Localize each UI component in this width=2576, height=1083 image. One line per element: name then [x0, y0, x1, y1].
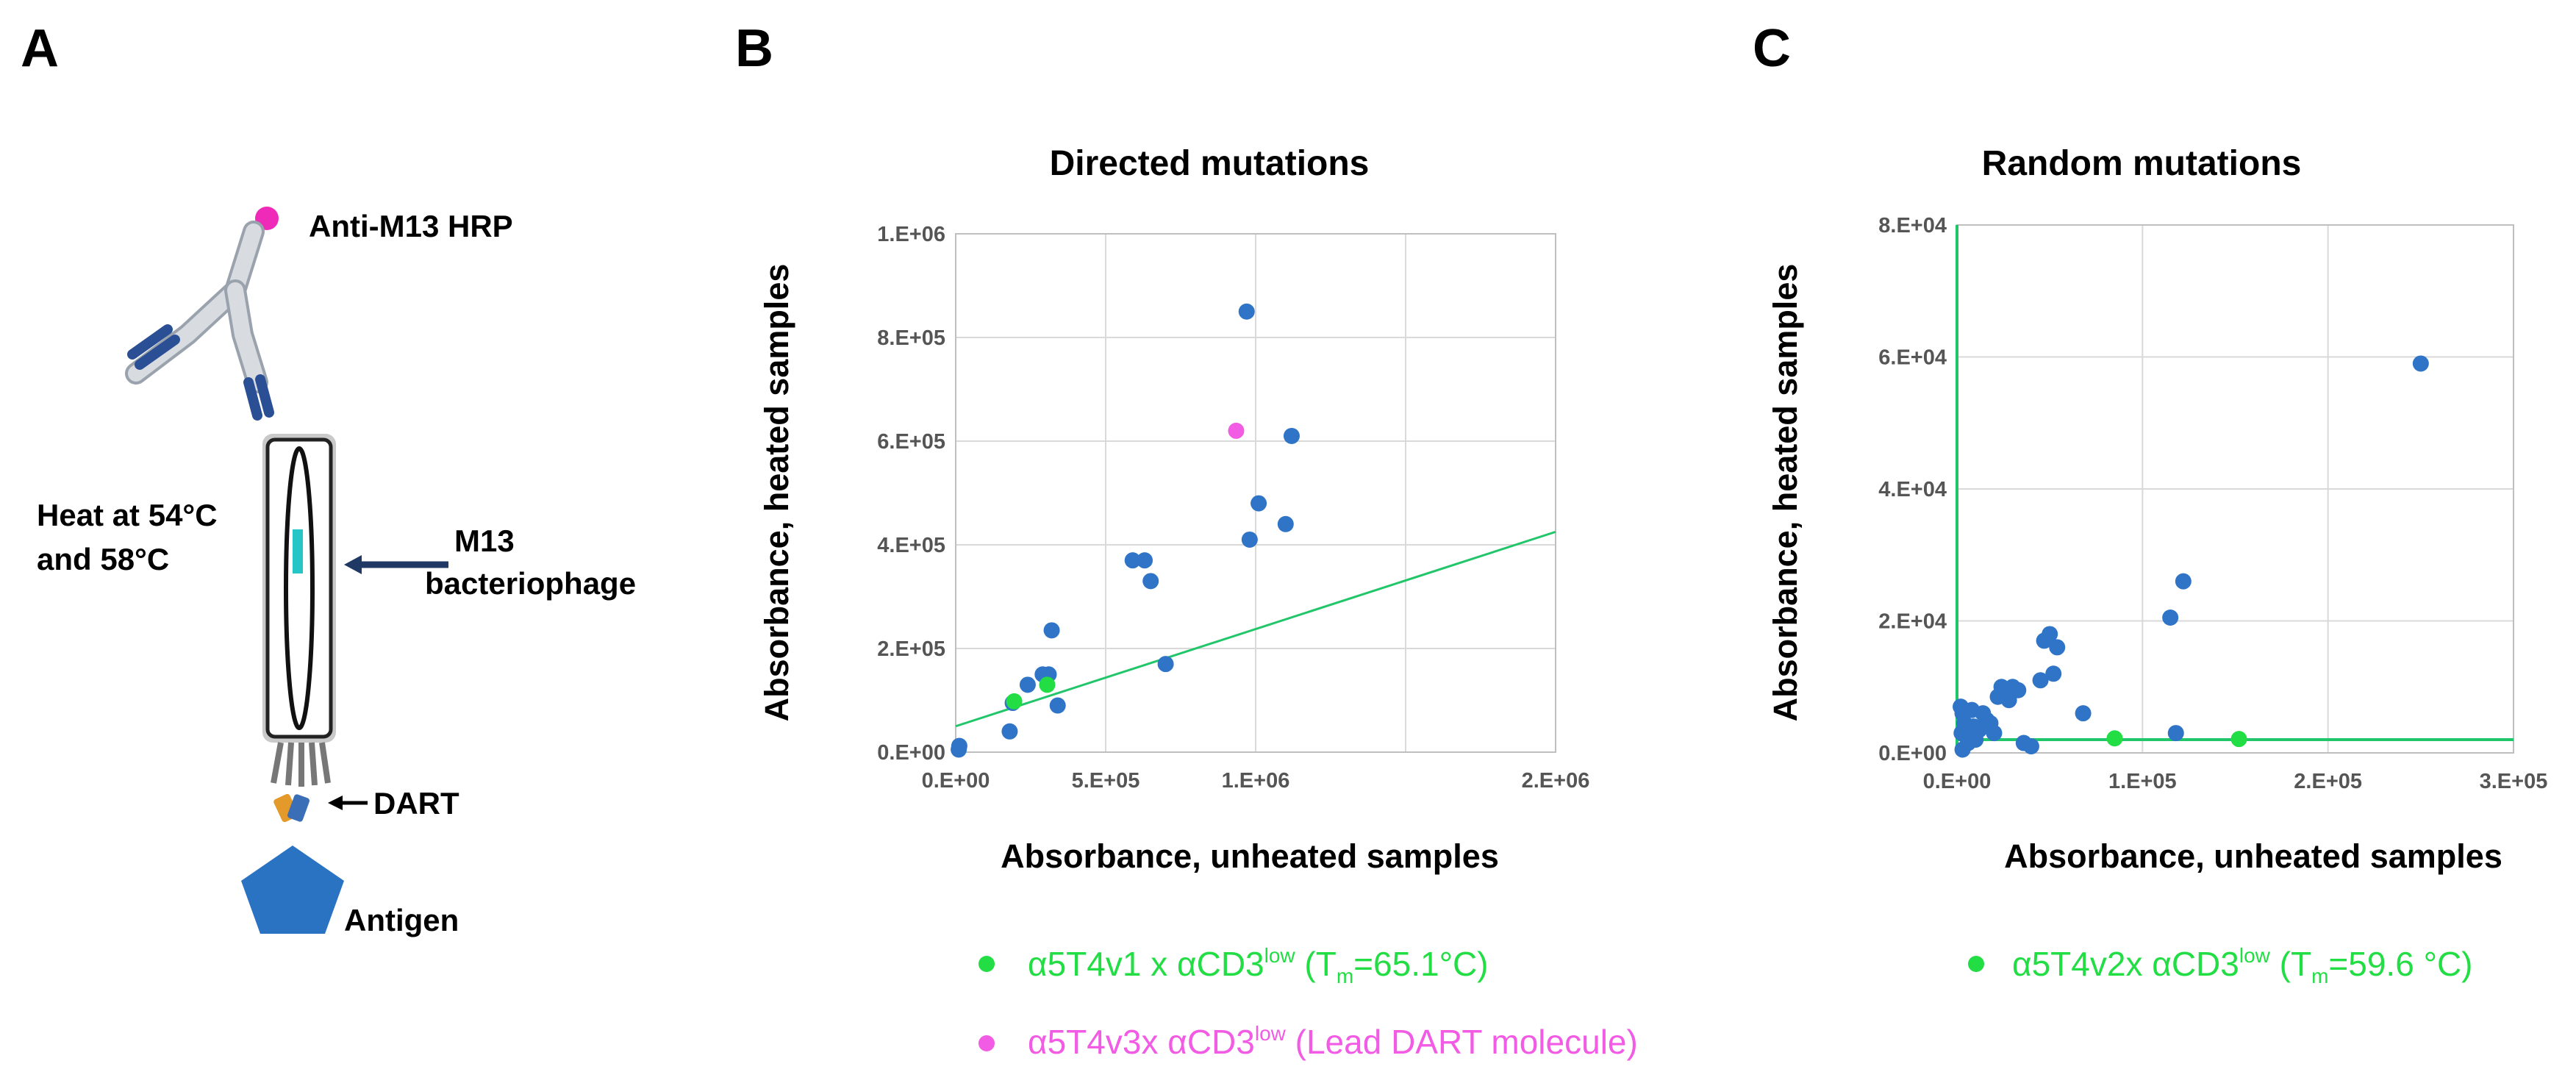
data-point-point	[2010, 682, 2027, 698]
antigen-pentagon-icon	[241, 846, 344, 934]
data-point-point	[1277, 515, 1294, 532]
x-tick-label: 2.E+06	[1522, 769, 1590, 793]
data-point-magenta	[1228, 422, 1245, 439]
y-tick-label: 2.E+04	[1878, 610, 1947, 634]
data-point-point	[2075, 705, 2092, 722]
phage-diagram: Anti-M13 HRP Heat at 54°C and 58°C	[37, 207, 636, 937]
chart-title: Directed mutations	[1050, 144, 1370, 183]
arrow-left-icon	[328, 796, 368, 810]
data-point-green	[1039, 676, 1056, 693]
trendline	[955, 530, 1556, 728]
data-point-point	[1019, 676, 1036, 693]
y-tick-label: 6.E+05	[877, 430, 945, 454]
heat-label-line1: Heat at 54°C	[37, 498, 218, 532]
data-point-point	[2162, 610, 2179, 626]
y-tick-label: 0.E+00	[877, 741, 945, 765]
phage-label-line2: bacteriophage	[425, 566, 636, 601]
data-point-point	[951, 737, 967, 754]
data-point-point	[2175, 573, 2192, 590]
x-axis-label: Absorbance, unheated samples	[2004, 837, 2502, 875]
y-tick-label: 4.E+05	[877, 534, 945, 557]
y-tick-label: 8.E+04	[1878, 214, 1947, 237]
chart-random-mutations: Random mutations 0.E+00 2.E+04 4.E+04 6.E+0…	[1767, 144, 2547, 987]
y-axis-ticks: 0.E+00 2.E+04 4.E+04 6.E+04 8.E+04	[1878, 214, 1947, 765]
y-axis-label: Absorbance, heated samples	[1767, 264, 1804, 722]
legend-marker-green	[1968, 956, 1984, 972]
legend-marker-green	[978, 956, 995, 972]
data-point-point	[1157, 656, 1174, 673]
x-tick-label: 0.E+00	[1923, 770, 1992, 793]
panel-label-a: A	[21, 19, 59, 78]
data-point-point	[1049, 697, 1066, 714]
legend: α5T4v2x αCD3low (Tm=59.6 °C)	[1968, 944, 2473, 987]
data-point-point	[2049, 639, 2066, 656]
phage-label-line1: M13	[454, 523, 515, 558]
data-point-point	[1043, 622, 1060, 639]
x-tick-label: 5.E+05	[1072, 769, 1140, 793]
data-point-point	[1283, 427, 1300, 444]
antibody-icon	[125, 221, 274, 421]
x-tick-label: 1.E+05	[2108, 770, 2177, 793]
data-point-point	[1954, 741, 1971, 758]
x-axis-ticks: 0.E+00 1.E+05 2.E+05 3.E+05	[1923, 770, 2548, 793]
x-axis-ticks: 0.E+00 5.E+05 1.E+06 2.E+06	[922, 769, 1590, 793]
legend-label: α5T4v1 x αCD3low (Tm=65.1°C)	[1028, 944, 1489, 987]
data-points	[951, 303, 1300, 758]
data-point-green	[2106, 730, 2123, 747]
legend-label: α5T4v3x αCD3low (Lead DART molecule)	[1028, 1022, 1638, 1061]
data-point-point	[2045, 665, 2062, 682]
legend-item: α5T4v2x αCD3low (Tm=59.6 °C)	[1968, 944, 2473, 987]
legend-item: α5T4v1 x αCD3low (Tm=65.1°C)	[978, 944, 1489, 987]
x-tick-label: 0.E+00	[922, 769, 990, 793]
data-point-point	[2042, 626, 2058, 643]
data-point-green	[1006, 693, 1023, 710]
chart-directed-mutations: Directed mutations 0.E+00 2.E+05 4.E+05 6.E…	[758, 144, 1638, 1061]
panel-label-c: C	[1753, 19, 1791, 78]
panel-label-b: B	[735, 19, 773, 78]
data-point-point	[2167, 725, 2184, 742]
data-point-point	[1001, 723, 1018, 740]
legend-marker-magenta	[978, 1035, 995, 1051]
data-point-point	[1238, 303, 1255, 320]
data-point-point	[1251, 495, 1267, 512]
y-tick-label: 6.E+04	[1878, 346, 1947, 370]
y-axis-label: Absorbance, heated samples	[758, 264, 795, 722]
data-point-point	[2022, 738, 2039, 755]
dart-molecule-icon	[273, 793, 310, 823]
y-tick-label: 4.E+04	[1878, 478, 1947, 501]
x-tick-label: 2.E+05	[2294, 770, 2362, 793]
y-tick-label: 8.E+05	[877, 326, 945, 350]
chart-title: Random mutations	[1982, 144, 2302, 183]
m13-phage-icon	[262, 434, 336, 787]
plot-area	[955, 233, 1556, 753]
data-point-point	[1241, 531, 1258, 548]
dart-label: DART	[373, 786, 459, 821]
data-point-green	[2230, 731, 2247, 748]
data-point-point	[1137, 552, 1153, 569]
y-axis-ticks: 0.E+00 2.E+05 4.E+05 6.E+05 8.E+05 1.E+06	[877, 223, 945, 765]
y-tick-label: 2.E+05	[877, 637, 945, 661]
y-tick-label: 0.E+00	[1878, 742, 1947, 765]
data-points	[1953, 355, 2429, 758]
data-point-point	[2032, 672, 2049, 689]
antigen-label: Antigen	[344, 903, 459, 937]
heat-label-line2: and 58°C	[37, 542, 169, 576]
data-point-point	[1124, 552, 1141, 569]
data-point-point	[1986, 725, 2003, 742]
legend-item: α5T4v3x αCD3low (Lead DART molecule)	[978, 1022, 1638, 1061]
x-tick-label: 3.E+05	[2480, 770, 2548, 793]
legend: α5T4v1 x αCD3low (Tm=65.1°C) α5T4v3x αCD…	[978, 944, 1638, 1061]
hrp-label: Anti-M13 HRP	[309, 209, 513, 243]
data-point-point	[1142, 573, 1159, 590]
legend-label: α5T4v2x αCD3low (Tm=59.6 °C)	[2012, 944, 2473, 987]
x-tick-label: 1.E+06	[1222, 769, 1290, 793]
y-tick-label: 1.E+06	[877, 223, 945, 246]
data-point-point	[2412, 355, 2429, 372]
x-axis-label: Absorbance, unheated samples	[1001, 837, 1499, 875]
arrow-left-icon	[344, 555, 448, 574]
